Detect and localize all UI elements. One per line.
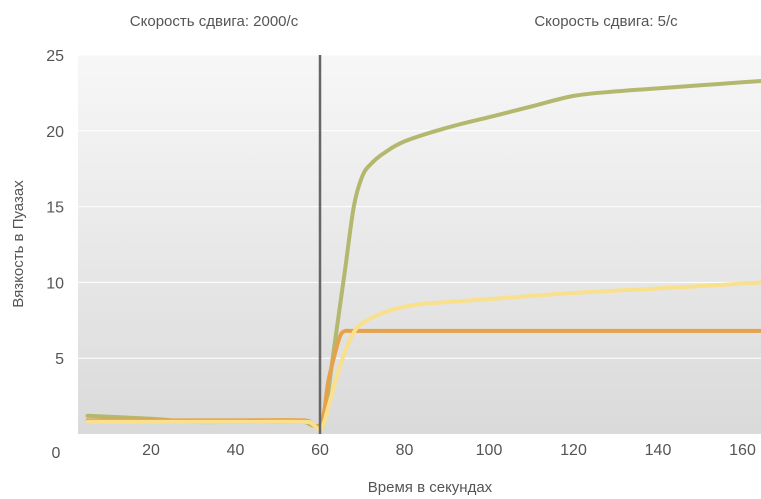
- x-tick-labels: 20 40 60 80 100 120 140 160: [142, 442, 756, 459]
- x-tick-label-1: 40: [227, 442, 245, 459]
- x-tick-label-5: 120: [560, 442, 587, 459]
- y-tick-label-1: 10: [46, 275, 64, 292]
- x-tick-label-0: 20: [142, 442, 160, 459]
- x-tick-label-3: 80: [396, 442, 414, 459]
- origin-tick-label: 0: [52, 445, 61, 462]
- y-tick-label-4: 25: [46, 48, 64, 65]
- x-tick-label-6: 140: [645, 442, 672, 459]
- x-axis-label: Время в секундах: [368, 479, 493, 496]
- series-layer: [85, 78, 761, 432]
- x-tick-label-4: 100: [476, 442, 503, 459]
- gridlines: [78, 54, 761, 359]
- plot-background: [78, 55, 761, 434]
- y-tick-labels: 5 10 15 20 25: [46, 48, 64, 368]
- annotation-shear-rate-2000: Скорость сдвига: 2000/с: [130, 13, 299, 30]
- y-tick-label-3: 20: [46, 124, 64, 141]
- x-tick-label-7: 160: [729, 442, 756, 459]
- x-tick-label-2: 60: [311, 442, 329, 459]
- y-tick-label-0: 5: [55, 351, 64, 368]
- series-line-2: [85, 280, 761, 432]
- annotation-shear-rate-5: Скорость сдвига: 5/с: [534, 13, 678, 30]
- y-axis-label: Вязкость в Пуазах: [10, 180, 27, 308]
- y-tick-label-2: 15: [46, 200, 64, 217]
